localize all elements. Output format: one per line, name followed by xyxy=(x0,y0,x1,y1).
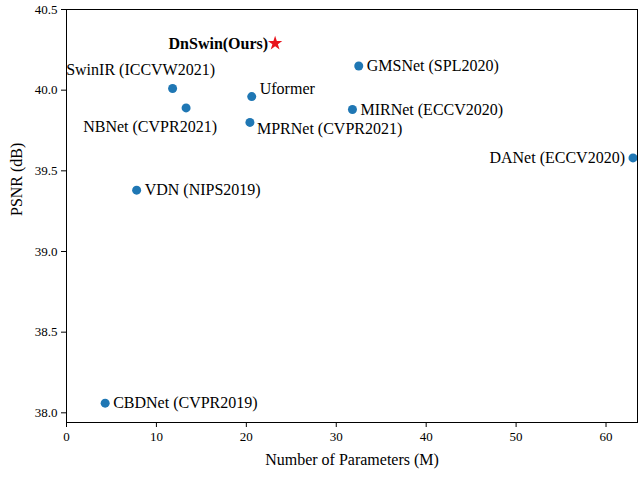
svg-text:GMSNet (SPL2020): GMSNet (SPL2020) xyxy=(367,57,499,75)
svg-text:Number of Parameters (M): Number of Parameters (M) xyxy=(265,451,439,469)
svg-text:39.0: 39.0 xyxy=(35,244,58,259)
svg-text:MPRNet (CVPR2021): MPRNet (CVPR2021) xyxy=(257,120,402,138)
svg-text:50: 50 xyxy=(510,429,523,444)
svg-text:DnSwin(Ours): DnSwin(Ours) xyxy=(169,34,269,52)
svg-text:SwinIR (ICCVW2021): SwinIR (ICCVW2021) xyxy=(66,61,215,79)
svg-text:CBDNet (CVPR2019): CBDNet (CVPR2019) xyxy=(113,394,257,412)
svg-text:38.5: 38.5 xyxy=(35,324,58,339)
svg-text:40: 40 xyxy=(420,429,433,444)
svg-text:20: 20 xyxy=(240,429,253,444)
svg-text:PSNR (dB): PSNR (dB) xyxy=(8,143,26,216)
svg-text:40.0: 40.0 xyxy=(35,82,58,97)
svg-text:MIRNet (ECCV2020): MIRNet (ECCV2020) xyxy=(360,101,503,119)
svg-text:40.5: 40.5 xyxy=(35,2,58,17)
svg-text:38.0: 38.0 xyxy=(35,405,58,420)
svg-text:NBNet (CVPR2021): NBNet (CVPR2021) xyxy=(83,118,217,136)
svg-text:DANet (ECCV2020): DANet (ECCV2020) xyxy=(489,149,625,167)
svg-text:10: 10 xyxy=(150,429,163,444)
svg-text:Uformer: Uformer xyxy=(260,80,316,97)
svg-text:30: 30 xyxy=(330,429,343,444)
svg-text:60: 60 xyxy=(600,429,613,444)
svg-text:39.5: 39.5 xyxy=(35,163,58,178)
svg-text:VDN (NIPS2019): VDN (NIPS2019) xyxy=(145,181,261,199)
svg-text:0: 0 xyxy=(63,429,70,444)
